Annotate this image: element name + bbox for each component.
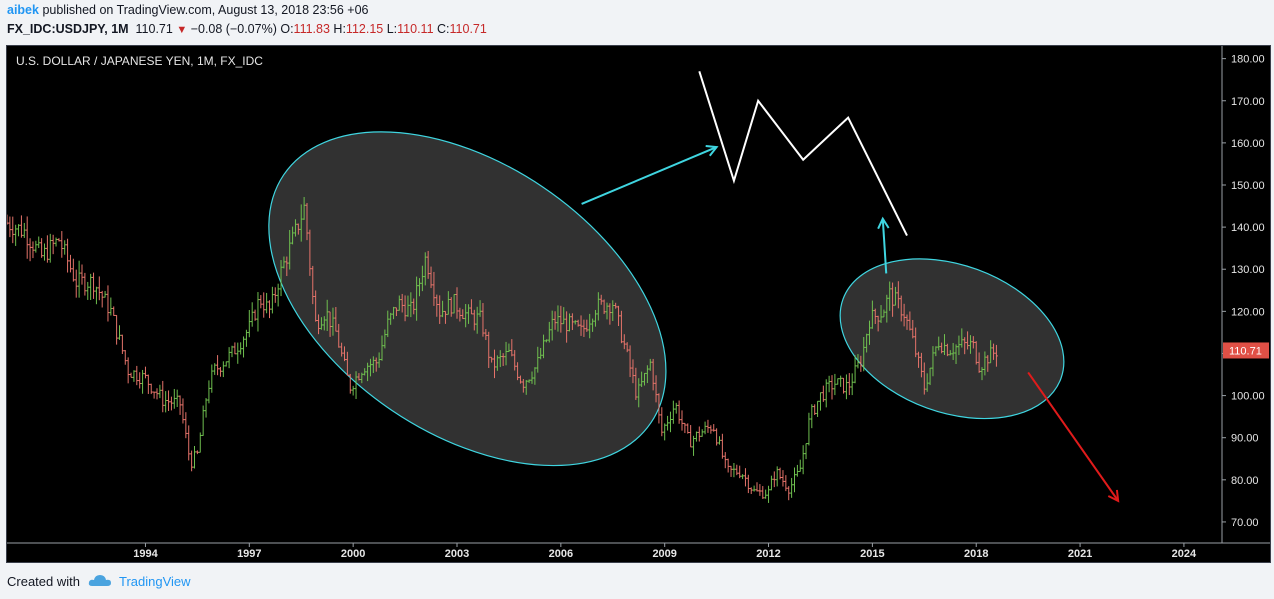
publish-text: published on TradingView.com, August 13,…: [42, 3, 369, 17]
cyan-arrow-shaft-1: [581, 146, 718, 205]
price-change: −0.08 (−0.07%): [190, 22, 277, 36]
cyan-arrow-head-icon: [877, 216, 890, 230]
time-tick-label: 1997: [237, 548, 261, 560]
price-chart[interactable]: 180.00 170.00 160.00 150.00 140.00 130.00 120.…: [7, 46, 1270, 562]
tradingview-link[interactable]: TradingView: [118, 574, 191, 589]
time-tick-label: 2009: [652, 548, 676, 560]
cyan-arrow-shaft-2: [881, 218, 888, 274]
down-triangle-icon: ▼: [176, 24, 188, 36]
close-value: 110.71: [449, 22, 487, 36]
time-tick-label: 2006: [549, 548, 573, 560]
price-tick-label: 180.00: [1231, 54, 1265, 66]
price-tick-label: 140.00: [1231, 222, 1265, 234]
symbol-legend: FX_IDC:USDJPY, 1M 110.71 ▼ −0.08 (−0.07%…: [7, 22, 487, 36]
time-tick-label: 2018: [964, 548, 988, 560]
price-tick-label: 160.00: [1231, 138, 1265, 150]
red-arrow-shaft-3: [1027, 371, 1119, 502]
highlight-ellipse-2: [839, 258, 1065, 420]
high-label: H:: [333, 22, 346, 36]
price-tick-label: 130.00: [1231, 264, 1265, 276]
tradingview-cloud-icon[interactable]: [88, 573, 112, 590]
last-price: 110.71: [135, 22, 173, 36]
time-tick-label: 2015: [860, 548, 884, 560]
publish-info: aibek published on TradingView.com, Augu…: [7, 3, 369, 17]
created-with-text: Created with: [7, 574, 80, 589]
close-label: C:: [437, 22, 450, 36]
time-tick-label: 2003: [445, 548, 469, 560]
price-tick-label: 90.00: [1231, 433, 1259, 445]
cyan-arrow-head-icon: [705, 144, 719, 157]
time-tick-label: 1994: [133, 548, 158, 560]
chart-title: U.S. DOLLAR / JAPANESE YEN, 1M, FX_IDC: [16, 54, 263, 68]
author-link[interactable]: aibek: [7, 3, 39, 17]
price-tick-label: 120.00: [1231, 306, 1265, 318]
highlight-ellipse-1: [268, 131, 667, 467]
last-price-badge: [1223, 342, 1269, 359]
open-value: 111.83: [293, 22, 330, 36]
open-label: O:: [280, 22, 294, 36]
price-tick-label: 80.00: [1231, 475, 1259, 487]
price-tick-label: 170.00: [1231, 96, 1265, 108]
price-tick-label: 100.00: [1231, 391, 1265, 403]
price-tick-label: 70.00: [1231, 517, 1259, 529]
high-value: 112.15: [345, 22, 384, 36]
time-tick-label: 2021: [1068, 548, 1092, 560]
time-tick-label: 2000: [341, 548, 365, 560]
price-tick-label: 150.00: [1231, 180, 1265, 192]
time-tick-label: 2024: [1172, 548, 1197, 560]
chart-area[interactable]: 180.00 170.00 160.00 150.00 140.00 130.00 120.…: [6, 45, 1271, 563]
red-arrow-head-icon: [1107, 489, 1120, 503]
last-price-badge-text: 110.71: [1229, 345, 1262, 357]
footer: Created with TradingView: [7, 573, 191, 590]
symbol-label[interactable]: FX_IDC:USDJPY, 1M: [7, 22, 129, 36]
projection-zigzag-line: [698, 70, 908, 236]
low-value: 110.11: [397, 22, 434, 36]
time-tick-label: 2012: [756, 548, 780, 560]
low-label: L:: [386, 22, 398, 36]
